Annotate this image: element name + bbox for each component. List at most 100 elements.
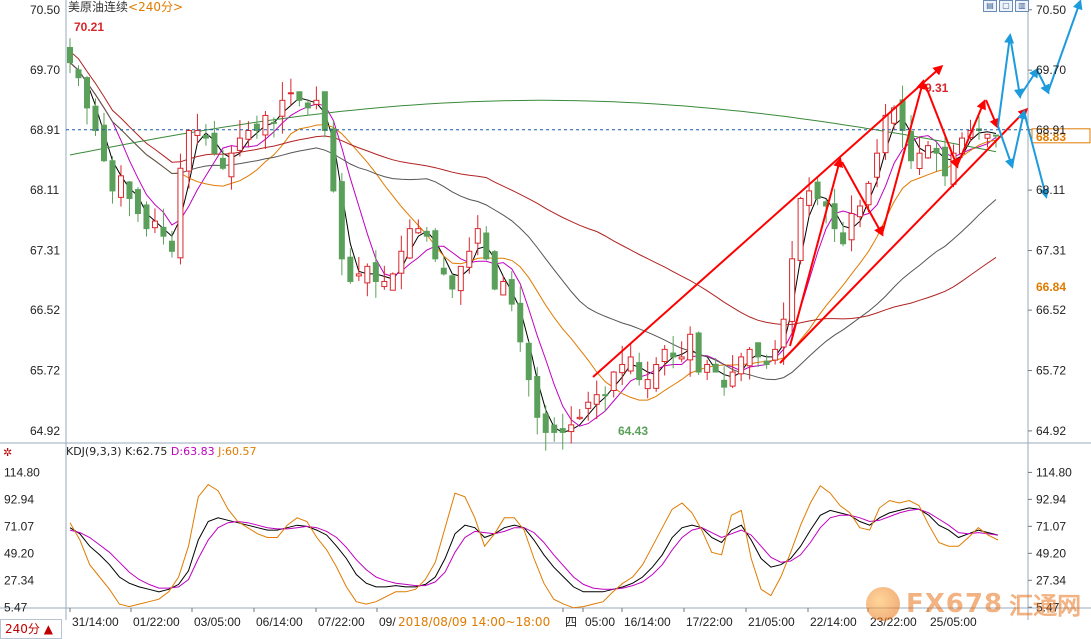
- candle-body: [381, 280, 388, 288]
- kdj-legend: KDJ(9,3,3) K:62.75 D:63.83 J:60.57: [66, 445, 257, 458]
- kdj-tick-label-left: 92.94: [4, 492, 34, 506]
- kdj-tick-label: 114.80: [1036, 465, 1072, 479]
- candle-body: [364, 265, 371, 284]
- candle-body: [780, 318, 787, 348]
- time-tick-label: 16/14:00: [624, 615, 671, 629]
- candle-body: [194, 130, 201, 136]
- ma-value-label: 66.84: [1036, 280, 1066, 294]
- candle-body: [695, 332, 702, 373]
- time-tick-label: 17/22:00: [686, 615, 733, 629]
- candle-body: [338, 181, 345, 260]
- kdj-tick-label-left: 5.47: [4, 600, 28, 614]
- projection-arrow: [1036, 69, 1050, 95]
- time-tooltip: 2018/08/09 14:00~18:00: [398, 615, 551, 629]
- candle-body: [619, 363, 626, 374]
- kdj-tick-label: 27.34: [1036, 573, 1066, 587]
- projection-arrow: [997, 33, 1015, 127]
- projection-arrow: [1023, 111, 1050, 199]
- kdj-j-value: J:60.57: [218, 445, 257, 458]
- candle-body: [542, 413, 549, 433]
- candle-body: [687, 333, 694, 361]
- candle-body: [126, 181, 133, 199]
- wave-arrow: [924, 83, 960, 169]
- layout-icon[interactable]: ▤: [983, 0, 997, 12]
- price-tick-label-left: 66.52: [30, 303, 60, 317]
- period-tag: <240分>: [128, 0, 184, 14]
- time-tick-label: 05:00: [585, 615, 615, 629]
- candle-body: [219, 157, 226, 169]
- candle-body: [559, 428, 566, 433]
- candle-body: [177, 167, 184, 259]
- ma5-line: [69, 62, 997, 433]
- watermark-brand: FX678: [906, 588, 1004, 619]
- candle-body: [508, 279, 515, 305]
- candle-body: [432, 230, 439, 260]
- candle-body: [763, 360, 770, 365]
- watermark-brand-cn: 汇通网: [1009, 592, 1082, 620]
- candle-body: [347, 256, 354, 282]
- candle-body: [228, 152, 235, 178]
- wave-arrow: [956, 99, 986, 167]
- restore-icon[interactable]: ▢: [999, 0, 1013, 12]
- candle-body: [644, 379, 651, 390]
- candle-body: [865, 182, 872, 206]
- price-tick-label-left: 67.31: [30, 244, 60, 258]
- projection-arrow: [1047, 0, 1083, 93]
- candle-body: [670, 352, 677, 358]
- channel-lower-line: [779, 107, 1029, 364]
- high-label: 70.21: [74, 20, 104, 34]
- candle-body: [755, 342, 762, 358]
- price-tick-label: 65.72: [1036, 364, 1066, 378]
- indicator-settings-icon[interactable]: ✲: [3, 446, 13, 459]
- instrument-name: 美原油连续: [68, 0, 129, 14]
- candle-body: [474, 228, 481, 244]
- kdj-tick-label: 71.07: [1036, 519, 1066, 533]
- channel-upper-line: [592, 65, 944, 378]
- projection-arrow: [1011, 109, 1028, 167]
- candle-body: [661, 348, 668, 363]
- watermark: FX678 汇通网: [866, 586, 1081, 621]
- candle-body: [321, 91, 328, 132]
- candle-body: [925, 145, 932, 159]
- candle-body: [355, 273, 362, 277]
- period-selector-button[interactable]: 240分 ▲: [0, 619, 62, 639]
- candle-body: [491, 251, 498, 290]
- ma10-line: [69, 62, 997, 427]
- expand-icon[interactable]: ▥: [1015, 0, 1029, 12]
- price-tick-label-left: 69.70: [30, 63, 60, 77]
- candle-body: [899, 99, 906, 132]
- price-tick-label: 68.11: [1036, 183, 1065, 197]
- candle-body: [678, 356, 685, 360]
- candle-body: [602, 394, 609, 397]
- projection-arrow: [1019, 67, 1039, 97]
- candle-body: [729, 371, 736, 387]
- candle-body: [916, 152, 923, 170]
- candle-body: [83, 77, 90, 109]
- wave-arrow: [789, 157, 844, 347]
- window-controls: ▤ ▢ ▥: [983, 0, 1029, 14]
- candle-body: [593, 394, 600, 405]
- price-tick-label: 64.92: [1036, 424, 1066, 438]
- kdj-tick-label-left: 114.80: [4, 465, 40, 479]
- candle-body: [143, 204, 150, 230]
- kdj-tick-label-left: 71.07: [4, 519, 34, 533]
- candle-body: [814, 181, 821, 199]
- kdj-tick-label: 92.94: [1036, 492, 1066, 506]
- candle-body: [882, 114, 889, 154]
- candle-body: [440, 267, 447, 275]
- projection-arrow: [997, 125, 1015, 169]
- price-tick-label-left: 68.11: [30, 183, 59, 197]
- candle-body: [389, 273, 396, 291]
- candle-body: [712, 363, 719, 373]
- drawn-annotations: 70.21 64.43 9.31 68.83 66.84: [66, 0, 1091, 438]
- candle-body: [287, 92, 294, 95]
- wave-arrow: [881, 79, 927, 235]
- candle-body: [406, 228, 413, 259]
- candle-body: [610, 371, 617, 391]
- candle-body: [517, 302, 524, 343]
- ma120-line: [69, 50, 997, 326]
- wave-arrow: [985, 99, 999, 129]
- candle-body: [568, 424, 575, 433]
- candle-body: [279, 99, 286, 117]
